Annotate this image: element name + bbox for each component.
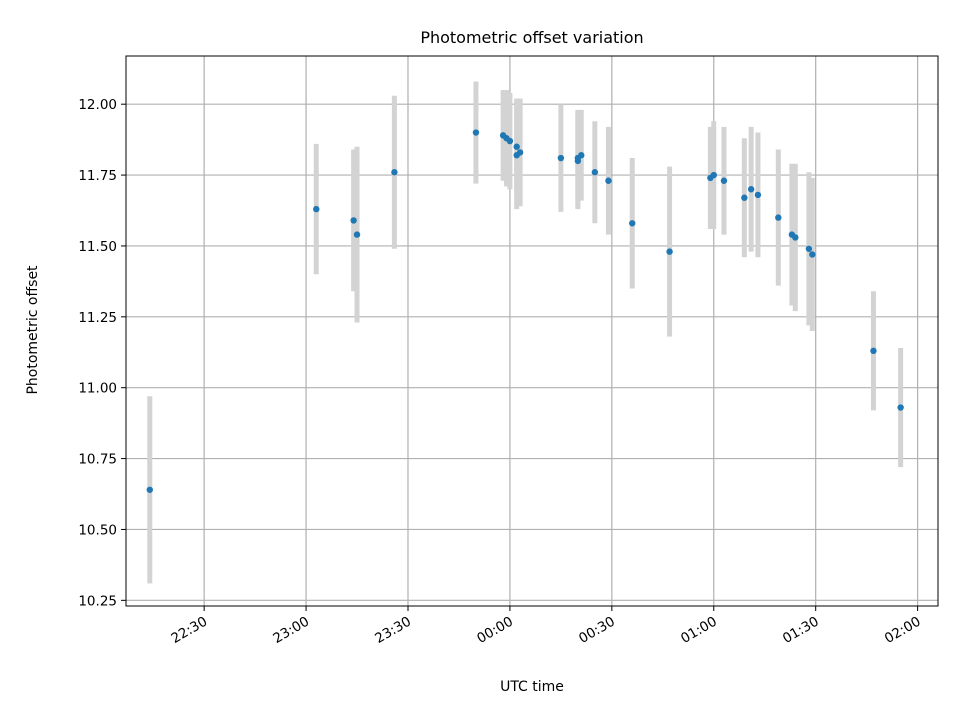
y-tick-label: 11.50 <box>78 239 117 255</box>
data-point <box>720 177 728 184</box>
data-point <box>391 169 398 176</box>
data-point <box>809 251 816 258</box>
x-tick-label: 01:30 <box>780 614 822 647</box>
x-tick-label: 23:30 <box>372 614 414 647</box>
data-point <box>754 191 762 199</box>
data-point <box>353 231 361 238</box>
x-axis-label: UTC time <box>500 679 564 695</box>
x-tick-label: 00:30 <box>576 614 618 647</box>
y-tick-label: 11.75 <box>78 168 117 184</box>
y-axis-ticks: 10.25 10.50 10.75 11.00 11.25 11.50 11.75 12.00 <box>78 97 126 609</box>
chart-title: Photometric offset variation <box>420 28 643 47</box>
x-tick-label: 01:00 <box>678 614 720 647</box>
x-axis-ticks: 22:30 23:00 23:30 00:00 00:30 01:00 01:30 02:00 <box>168 606 924 647</box>
x-tick-label: 00:00 <box>474 614 516 647</box>
data-point <box>792 234 799 241</box>
y-tick-label: 10.50 <box>78 522 117 538</box>
grid <box>126 56 938 606</box>
data-point <box>578 152 585 159</box>
x-tick-label: 22:30 <box>168 614 210 647</box>
data-point <box>666 248 673 255</box>
data-point <box>747 186 755 193</box>
data-point <box>313 205 320 213</box>
data-point <box>897 404 904 411</box>
x-tick-label: 23:00 <box>270 614 312 647</box>
data-point <box>516 149 524 156</box>
y-tick-label: 12.00 <box>78 97 117 113</box>
x-tick-label: 02:00 <box>882 614 924 647</box>
data-point <box>513 143 520 150</box>
data-point <box>710 171 717 179</box>
y-tick-label: 10.75 <box>78 452 117 468</box>
y-tick-label: 11.25 <box>78 310 117 326</box>
y-tick-label: 11.00 <box>78 381 117 397</box>
plot-frame <box>125 55 939 607</box>
y-tick-label: 10.25 <box>78 593 117 609</box>
data-point <box>350 217 357 224</box>
data-point <box>741 194 748 201</box>
data-point <box>557 154 565 162</box>
data-point <box>591 169 599 176</box>
data-point <box>472 129 480 136</box>
data-points <box>146 129 904 493</box>
y-axis-label: Photometric offset <box>25 265 41 395</box>
data-point <box>506 137 514 145</box>
data-point <box>870 347 877 355</box>
data-point <box>146 486 153 493</box>
data-point <box>805 245 813 252</box>
data-point <box>775 214 782 221</box>
data-point <box>629 220 636 227</box>
error-bars <box>147 81 904 584</box>
data-point <box>605 177 612 184</box>
